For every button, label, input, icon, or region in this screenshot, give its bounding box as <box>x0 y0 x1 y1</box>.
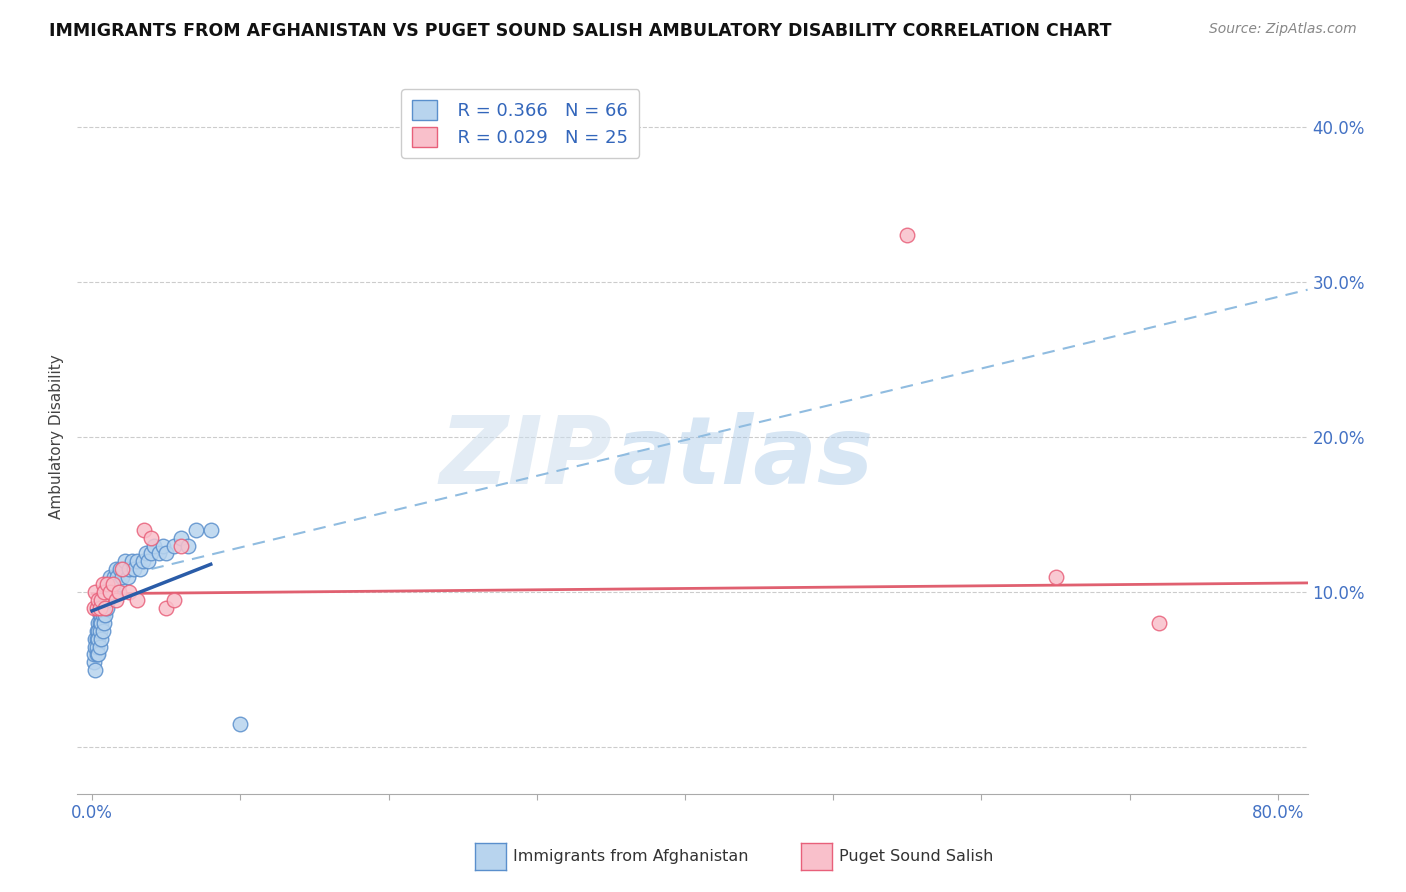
Point <box>1149 616 1171 631</box>
Point <box>121 554 143 568</box>
Point <box>94 608 117 623</box>
Point <box>91 608 114 623</box>
Point <box>86 640 108 654</box>
Point <box>128 562 150 576</box>
Point <box>93 593 115 607</box>
Point <box>90 632 112 646</box>
Point <box>118 562 141 576</box>
Point <box>101 577 124 591</box>
Point <box>87 647 110 661</box>
Point <box>132 523 155 537</box>
Point <box>87 632 110 646</box>
Point <box>111 562 134 576</box>
Point <box>91 577 114 591</box>
Point <box>125 593 148 607</box>
Point <box>114 554 136 568</box>
Text: Immigrants from Afghanistan: Immigrants from Afghanistan <box>513 849 748 863</box>
Point <box>141 546 163 560</box>
Point <box>90 616 112 631</box>
Point <box>103 570 125 584</box>
Point <box>97 577 120 591</box>
Legend:   R = 0.366   N = 66,   R = 0.029   N = 25: R = 0.366 N = 66, R = 0.029 N = 25 <box>401 89 640 158</box>
Point <box>96 600 118 615</box>
Point <box>117 570 139 584</box>
Point <box>110 562 132 576</box>
Point <box>138 554 160 568</box>
Point <box>200 523 222 537</box>
Point <box>100 577 122 591</box>
Point <box>155 546 177 560</box>
Point <box>163 539 186 553</box>
Point <box>104 593 127 607</box>
Point <box>98 585 121 599</box>
Point <box>96 577 118 591</box>
Point <box>134 546 156 560</box>
Point <box>184 523 207 537</box>
Point <box>87 624 110 638</box>
Point <box>148 546 170 560</box>
Point <box>91 624 114 638</box>
Point <box>96 585 118 599</box>
Point <box>83 655 105 669</box>
Point <box>97 593 120 607</box>
Y-axis label: Ambulatory Disability: Ambulatory Disability <box>49 355 65 519</box>
Point <box>91 600 114 615</box>
Point <box>90 608 112 623</box>
Point <box>98 585 121 599</box>
Point <box>94 593 117 607</box>
Point <box>84 640 107 654</box>
Point <box>87 593 110 607</box>
Text: atlas: atlas <box>613 412 873 505</box>
Point <box>84 585 107 599</box>
Point <box>111 570 134 584</box>
Point <box>101 585 124 599</box>
Point <box>84 663 107 677</box>
Point <box>143 539 166 553</box>
Point <box>89 616 111 631</box>
Point <box>896 228 918 243</box>
Point <box>94 585 117 599</box>
Point <box>89 600 111 615</box>
Point <box>108 577 131 591</box>
Point <box>86 632 108 646</box>
Point <box>170 531 193 545</box>
Point <box>1045 570 1067 584</box>
Point <box>89 640 111 654</box>
Point <box>83 647 105 661</box>
Point <box>86 600 108 615</box>
Point <box>90 593 112 607</box>
Point <box>112 562 135 576</box>
Point <box>108 585 131 599</box>
Point <box>98 570 121 584</box>
Text: Source: ZipAtlas.com: Source: ZipAtlas.com <box>1209 22 1357 37</box>
Text: IMMIGRANTS FROM AFGHANISTAN VS PUGET SOUND SALISH AMBULATORY DISABILITY CORRELAT: IMMIGRANTS FROM AFGHANISTAN VS PUGET SOU… <box>49 22 1112 40</box>
Point <box>104 562 127 576</box>
Point <box>229 717 252 731</box>
Point <box>155 600 177 615</box>
Point <box>170 539 193 553</box>
Point <box>83 600 105 615</box>
Point <box>105 570 128 584</box>
Point <box>177 539 200 553</box>
Point <box>94 600 117 615</box>
Point <box>131 554 153 568</box>
Point <box>93 585 115 599</box>
Point <box>163 593 186 607</box>
Text: ZIP: ZIP <box>440 412 613 505</box>
Point <box>93 616 115 631</box>
Point <box>86 624 108 638</box>
Point <box>89 624 111 638</box>
Point <box>89 608 111 623</box>
Point <box>125 554 148 568</box>
Point <box>152 539 174 553</box>
Point <box>103 577 125 591</box>
Point <box>122 562 145 576</box>
Point <box>93 600 115 615</box>
Point <box>86 647 108 661</box>
Text: Puget Sound Salish: Puget Sound Salish <box>839 849 994 863</box>
Point <box>118 585 141 599</box>
Point <box>87 616 110 631</box>
Point <box>141 531 163 545</box>
Point <box>84 632 107 646</box>
